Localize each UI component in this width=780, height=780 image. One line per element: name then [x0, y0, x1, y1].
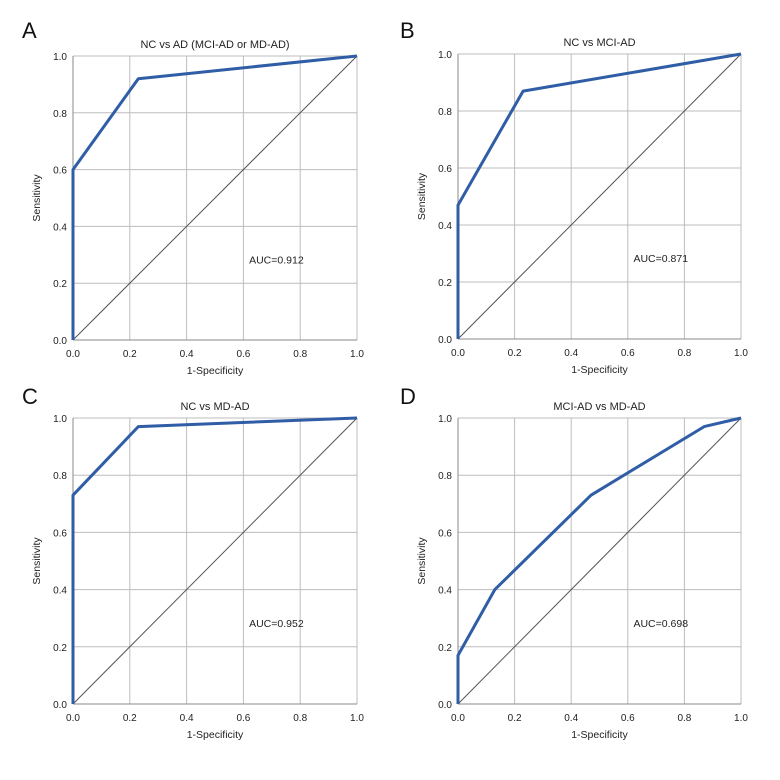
x-tick-label: 0.8 [293, 349, 307, 360]
roc-curve-line [71, 416, 358, 704]
chart-panel-d: D MCI-AD vs MD-AD 0.0 0.2 0.4 0.6 0.8 1.0 0.0 0.2… [400, 384, 748, 741]
y-tick-label: 0.2 [53, 643, 67, 654]
x-tick-label: 0.6 [621, 713, 635, 724]
y-tick-label: 0.6 [53, 528, 67, 539]
y-tick-label: 0.0 [438, 335, 452, 346]
x-tick-label: 0.0 [66, 349, 80, 360]
x-tick-label: 0.0 [451, 713, 465, 724]
y-axis-label: Sensitivity [416, 537, 428, 585]
y-tick-label: 0.8 [438, 471, 452, 482]
panel-label: A [22, 18, 37, 43]
chart-panel-b: B NC vs MCI-AD 0.0 0.2 0.4 0.6 0.8 1.0 0.0 0.2 0.4… [400, 18, 748, 376]
y-tick-label: 0.6 [438, 164, 452, 175]
y-axis-label: Sensitivity [416, 172, 428, 220]
x-tick-label: 0.2 [123, 349, 137, 360]
x-axis-label: 1-Specificity [187, 729, 244, 741]
y-tick-label: 1.0 [438, 414, 452, 425]
x-tick-label: 1.0 [734, 713, 748, 724]
x-axis-label: 1-Specificity [187, 365, 244, 377]
auc-annotation: AUC=0.871 [633, 253, 688, 265]
panel-label: B [400, 18, 415, 43]
x-tick-label: 0.6 [236, 713, 250, 724]
x-tick-label: 1.0 [350, 349, 364, 360]
x-tick-label: 0.4 [180, 349, 194, 360]
y-tick-label: 0.2 [438, 643, 452, 654]
reference-diagonal-line [72, 417, 358, 705]
auc-annotation: AUC=0.952 [249, 618, 304, 630]
chart-title: NC vs MCI-AD [563, 37, 635, 49]
x-axis-label: 1-Specificity [571, 364, 628, 376]
chart-title: MCI-AD vs MD-AD [553, 401, 645, 413]
roc-curve-line [71, 54, 358, 340]
x-tick-label: 0.8 [677, 348, 691, 359]
reference-diagonal-line [72, 55, 358, 341]
y-tick-label: 0.2 [53, 279, 67, 290]
x-tick-label: 0.6 [236, 349, 250, 360]
roc-curve-line [456, 52, 742, 339]
x-tick-label: 0.4 [564, 348, 578, 359]
panel-label: D [400, 384, 416, 409]
chart-title: NC vs MD-AD [180, 401, 249, 413]
chart-panel-a: A NC vs AD (MCI-AD or MD-AD) 0.0 0.2 0.4 0.6 0… [22, 18, 364, 377]
y-tick-label: 0.4 [53, 586, 67, 597]
y-tick-label: 0.8 [438, 107, 452, 118]
y-tick-label: 1.0 [53, 414, 67, 425]
y-tick-label: 0.4 [438, 586, 452, 597]
y-tick-label: 0.4 [53, 222, 67, 233]
x-axis-label: 1-Specificity [571, 729, 628, 741]
x-tick-label: 0.2 [508, 348, 522, 359]
roc-curve-line [456, 416, 742, 704]
x-tick-label: 0.8 [293, 713, 307, 724]
x-tick-label: 1.0 [350, 713, 364, 724]
y-tick-label: 0.0 [438, 700, 452, 711]
y-tick-label: 0.8 [53, 109, 67, 120]
auc-annotation: AUC=0.698 [633, 618, 688, 630]
x-tick-label: 0.2 [508, 713, 522, 724]
y-axis-label: Sensitivity [31, 174, 43, 222]
x-tick-label: 1.0 [734, 348, 748, 359]
x-tick-label: 0.0 [451, 348, 465, 359]
y-tick-label: 0.0 [53, 336, 67, 347]
x-tick-label: 0.4 [564, 713, 578, 724]
y-tick-label: 0.6 [53, 166, 67, 177]
x-tick-label: 0.8 [677, 713, 691, 724]
chart-title: NC vs AD (MCI-AD or MD-AD) [140, 39, 289, 51]
x-tick-label: 0.2 [123, 713, 137, 724]
panel-label: C [22, 384, 38, 409]
x-tick-label: 0.4 [180, 713, 194, 724]
y-axis-label: Sensitivity [31, 537, 43, 585]
y-tick-label: 1.0 [53, 52, 67, 63]
reference-diagonal-line [457, 53, 742, 340]
auc-annotation: AUC=0.912 [249, 254, 304, 266]
chart-panel-c: C NC vs MD-AD 0.0 0.2 0.4 0.6 0.8 1.0 0.0 0.2 0.4 0… [22, 384, 364, 741]
x-tick-label: 0.0 [66, 713, 80, 724]
y-tick-label: 0.6 [438, 528, 452, 539]
y-tick-label: 0.8 [53, 471, 67, 482]
y-tick-label: 0.0 [53, 700, 67, 711]
y-tick-label: 0.4 [438, 221, 452, 232]
reference-diagonal-line [457, 417, 742, 705]
y-tick-label: 0.2 [438, 278, 452, 289]
y-tick-label: 1.0 [438, 50, 452, 61]
x-tick-label: 0.6 [621, 348, 635, 359]
